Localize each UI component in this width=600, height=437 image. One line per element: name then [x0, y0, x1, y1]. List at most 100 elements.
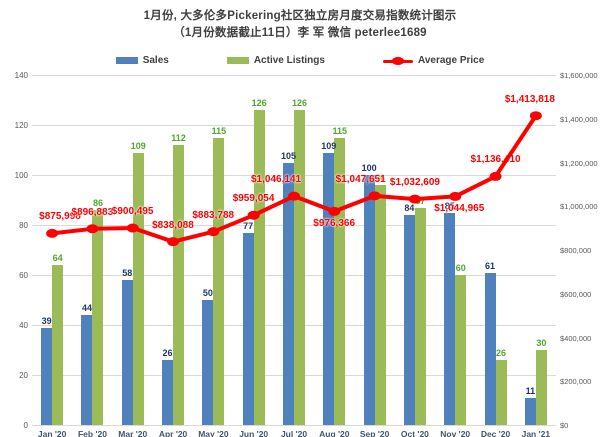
price-label: $838,088	[152, 219, 194, 231]
y-axis-right-tick-label: $1,000,000	[560, 202, 598, 212]
chart-legend: Sales Active Listings Average Price	[0, 55, 600, 66]
y-axis-left-tick-label: 140	[14, 71, 28, 80]
listings-swatch-icon	[226, 57, 249, 64]
sales-value-label: 61	[485, 260, 496, 271]
price-point-marker	[529, 111, 542, 121]
listings-value-label: 30	[536, 338, 547, 348]
price-label: $1,136,410	[470, 154, 521, 166]
sales-value-label: 44	[81, 303, 92, 313]
sales-bar	[41, 327, 53, 425]
y-axis-left-tick-label: 80	[19, 221, 28, 230]
x-axis-label: Jun '20	[239, 429, 269, 437]
price-label: $1,413,818	[504, 93, 555, 105]
listings-value-label: 60	[455, 263, 466, 273]
price-line-swatch-icon	[382, 56, 413, 65]
price-label: $900,495	[111, 206, 154, 218]
y-axis-right-tick-label: $400,000	[560, 333, 592, 343]
y-axis-right-tick-label: $200,000	[560, 377, 592, 387]
listings-bar	[52, 265, 64, 425]
x-axis-label: Oct '20	[400, 429, 429, 437]
listings-value-label: 115	[211, 125, 227, 136]
listings-bar	[495, 360, 507, 425]
y-axis-left-tick-label: 20	[19, 371, 28, 380]
sales-bar	[81, 315, 93, 425]
listings-bar	[253, 110, 265, 425]
sales-value-label: 100	[361, 163, 377, 173]
listings-value-label: 64	[52, 253, 63, 263]
sales-bar	[202, 300, 214, 425]
price-point-marker	[489, 171, 502, 181]
price-label: $1,044,965	[434, 203, 485, 215]
sales-value-label: 77	[243, 220, 254, 231]
listings-bar	[374, 185, 386, 425]
sales-value-label: 109	[321, 140, 337, 151]
legend-item-sales: Sales	[115, 55, 169, 66]
listings-value-label: 126	[291, 98, 308, 108]
sales-bar	[242, 232, 254, 425]
listings-value-label: 109	[130, 140, 146, 151]
y-axis-left-tick-label: 120	[14, 121, 28, 130]
x-axis-label: Sep '20	[359, 429, 390, 437]
sales-bar	[363, 175, 375, 425]
legend-item-price: Average Price	[382, 55, 485, 66]
listings-value-label: 126	[251, 98, 267, 108]
sales-swatch-icon	[115, 57, 138, 64]
legend-sales-label: Sales	[142, 55, 169, 66]
x-axis-label: Nov '20	[440, 429, 471, 437]
listings-bar	[455, 275, 467, 425]
y-axis-right-tick-label: $1,400,000	[560, 114, 598, 124]
legend-listings-label: Active Listings	[253, 55, 325, 66]
x-axis-label: Apr '20	[158, 429, 188, 437]
price-label: $896,883	[71, 206, 114, 218]
x-axis-label: Jan '21	[521, 429, 551, 437]
sales-value-label: 58	[122, 268, 133, 278]
y-axis-right-tick-label: $1,200,000	[560, 158, 598, 168]
sales-value-label: 26	[162, 348, 173, 358]
sales-bar	[121, 280, 133, 425]
y-axis-right-tick-label: $600,000	[560, 289, 592, 299]
listings-bar	[414, 207, 426, 425]
chart-title-line2: （1月份数据截止11日）李 军 微信 peterlee1689	[173, 27, 427, 39]
listings-bar	[92, 210, 104, 425]
listings-bar	[294, 110, 305, 425]
chart-title-line1: 1月份, 大多伦多Pickering社区独立房月度交易指数统计图示	[143, 10, 457, 22]
x-axis-label: Dec '20	[480, 429, 511, 437]
sales-value-label: 50	[202, 288, 213, 298]
y-axis-left-tick-label: 40	[19, 321, 28, 330]
sales-bar	[403, 215, 415, 425]
price-label: $883,788	[192, 209, 235, 221]
price-point-marker	[46, 228, 59, 238]
price-label: $976,366	[313, 218, 356, 230]
listings-bar	[132, 152, 144, 425]
y-axis-right-tick-label: $1,600,000	[560, 71, 598, 80]
x-axis-label: Aug '20	[319, 429, 350, 437]
sales-bar	[524, 397, 536, 425]
listings-value-label: 26	[496, 348, 507, 358]
y-axis-left-tick-label: 60	[19, 271, 28, 280]
listings-bar	[213, 137, 225, 425]
listings-bar	[173, 145, 185, 425]
gridline	[32, 75, 556, 76]
sales-value-label: 39	[41, 315, 52, 326]
sales-value-label: 105	[280, 150, 297, 161]
x-axis-label: Mar '20	[118, 429, 148, 437]
x-axis-label: Feb '20	[77, 429, 107, 437]
x-axis-label: Jul '20	[280, 429, 308, 437]
sales-bar	[162, 360, 174, 425]
sales-bar	[283, 162, 294, 425]
y-axis-left-tick-label: 0	[23, 421, 28, 430]
legend-item-listings: Active Listings	[226, 55, 325, 66]
y-axis-right-tick-label: $800,000	[560, 246, 592, 255]
legend-price-label: Average Price	[417, 55, 485, 66]
price-label: $959,054	[232, 193, 275, 205]
x-axis-label: Jan '20	[37, 429, 67, 437]
gridline	[32, 425, 556, 426]
listings-value-label: 115	[332, 125, 348, 136]
listings-value-label: 112	[171, 133, 186, 143]
sales-bar	[444, 212, 456, 425]
price-label: $1,046,141	[251, 174, 302, 186]
sales-bar	[323, 152, 335, 425]
listings-bar	[334, 137, 346, 425]
sales-bar	[484, 272, 496, 425]
